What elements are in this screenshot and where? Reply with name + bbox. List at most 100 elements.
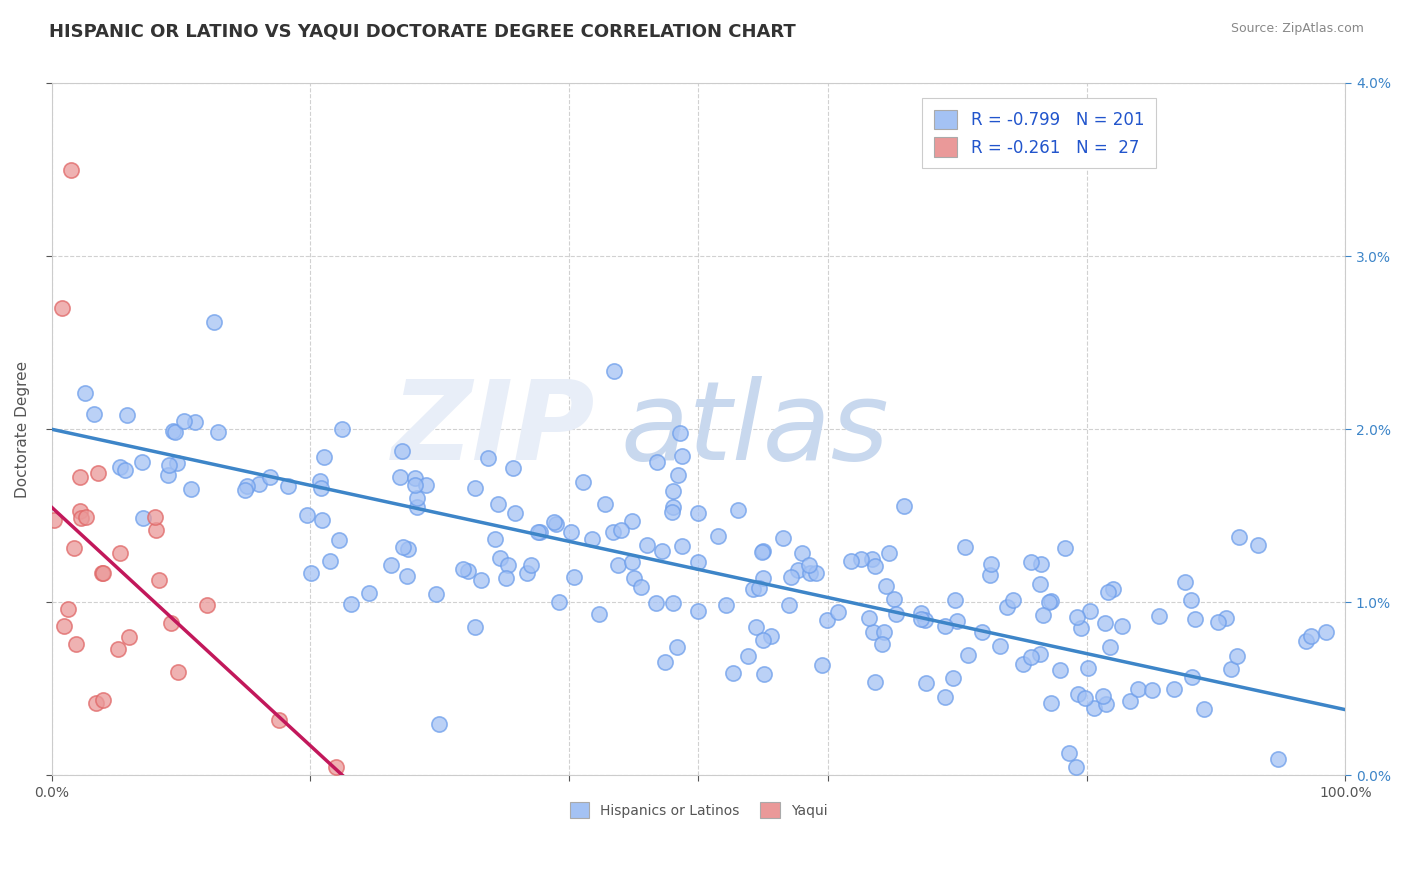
Point [804,566,827,580]
Point [752,633,775,648]
Point [727,503,749,517]
Point [858,610,880,624]
Point [1094,616,1116,631]
Point [671,449,693,463]
Point [860,551,883,566]
Point [707,529,730,543]
Point [588,607,610,622]
Point [1083,701,1105,715]
Point [389,469,412,483]
Point [73,386,96,401]
Point [1097,585,1119,599]
Point [259,470,281,484]
Point [1192,702,1215,716]
Point [915,676,938,690]
Point [737,649,759,664]
Point [529,525,551,540]
Point [945,592,967,607]
Point [668,467,690,482]
Point [319,554,342,568]
Point [1101,582,1123,596]
Point [593,496,616,510]
Point [839,554,862,568]
Point [166,457,188,471]
Point [1064,760,1087,774]
Point [1021,555,1043,569]
Point [669,426,692,441]
Point [1049,663,1071,677]
Point [1032,608,1054,623]
Point [910,612,932,626]
Point [1295,634,1317,648]
Point [1057,746,1080,760]
Point [464,620,486,634]
Point [607,558,630,572]
Point [811,657,834,672]
Point [862,624,884,639]
Point [630,581,652,595]
Point [502,461,524,475]
Point [914,613,936,627]
Point [42,513,65,527]
Point [754,667,776,681]
Point [457,564,479,578]
Point [118,630,141,644]
Point [1181,670,1204,684]
Point [328,533,350,547]
Point [815,613,838,627]
Point [131,455,153,469]
Point [308,474,330,488]
Point [666,640,689,655]
Point [505,506,527,520]
Point [184,415,207,429]
Point [946,614,969,628]
Point [778,599,800,613]
Point [621,555,644,569]
Point [688,604,710,618]
Point [429,717,451,731]
Point [1038,595,1060,609]
Point [145,523,167,537]
Point [980,558,1002,572]
Point [526,525,548,540]
Point [644,596,666,610]
Point [1206,615,1229,629]
Point [748,582,770,596]
Point [979,568,1001,582]
Point [651,544,673,558]
Point [865,675,887,690]
Point [477,451,499,466]
Point [849,552,872,566]
Legend: Hispanics or Latinos, Yaqui: Hispanics or Latinos, Yaqui [564,797,832,824]
Point [107,641,129,656]
Point [654,655,676,669]
Point [827,605,849,619]
Point [114,462,136,476]
Point [233,483,256,498]
Point [202,314,225,328]
Point [714,599,737,613]
Point [942,671,965,685]
Point [1012,657,1035,672]
Point [1080,604,1102,618]
Point [489,550,512,565]
Point [115,408,138,422]
Text: HISPANIC OR LATINO VS YAQUI DOCTORATE DEGREE CORRELATION CHART: HISPANIC OR LATINO VS YAQUI DOCTORATE DE… [49,22,796,40]
Point [404,478,426,492]
Point [602,525,624,540]
Point [799,566,821,580]
Point [404,471,426,485]
Point [560,524,582,539]
Point [1119,694,1142,708]
Point [236,478,259,492]
Point [357,586,380,600]
Point [1029,647,1052,661]
Point [1053,541,1076,556]
Point [1039,696,1062,710]
Point [1227,530,1250,544]
Point [451,562,474,576]
Text: ZIP: ZIP [391,376,595,483]
Point [156,468,179,483]
Point [132,510,155,524]
Point [620,514,643,528]
